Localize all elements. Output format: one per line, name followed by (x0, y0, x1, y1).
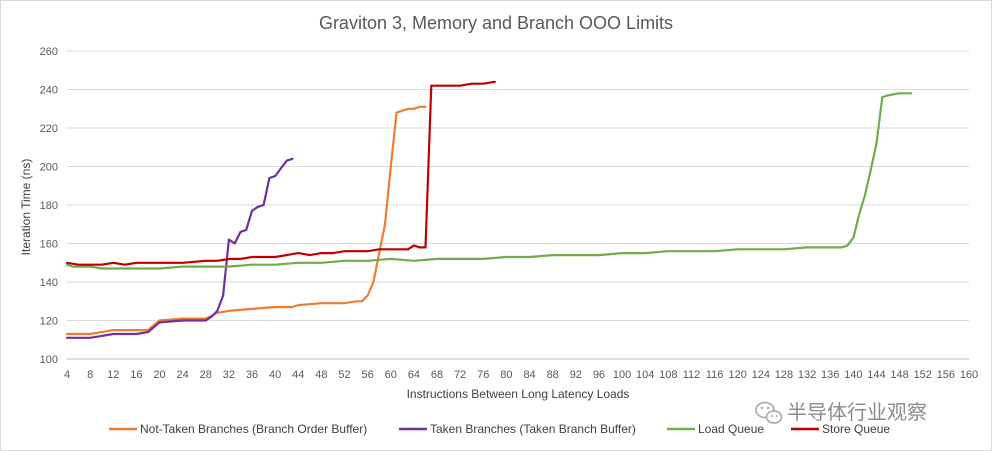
x-tick-label: 60 (385, 369, 397, 381)
x-tick-label: 40 (269, 369, 281, 381)
watermark-text: 半导体行业观察 (787, 400, 927, 424)
x-tick-label: 52 (338, 369, 350, 381)
x-tick-label: 64 (408, 369, 420, 381)
x-tick-label: 8 (87, 369, 93, 381)
x-tick-label: 116 (706, 369, 724, 381)
x-tick-label: 4 (64, 369, 70, 381)
y-tick-label: 160 (40, 239, 58, 251)
x-tick-label: 128 (775, 369, 793, 381)
x-tick-label: 16 (130, 369, 142, 381)
x-tick-label: 76 (477, 369, 489, 381)
x-tick-label: 136 (821, 369, 839, 381)
x-tick-label: 148 (890, 369, 908, 381)
x-tick-label: 72 (454, 369, 466, 381)
series-line (65, 80, 496, 266)
x-tick-label: 108 (659, 369, 677, 381)
y-tick-label: 240 (40, 85, 58, 97)
y-tick-label: 140 (40, 277, 58, 289)
series-line (65, 105, 427, 336)
series-line (65, 92, 913, 270)
x-tick-label: 44 (292, 369, 304, 381)
x-tick-label: 100 (613, 369, 631, 381)
x-tick-label: 104 (636, 369, 654, 381)
x-tick-label: 20 (153, 369, 165, 381)
legend-label: Not-Taken Branches (Branch Order Buffer) (140, 422, 367, 436)
x-tick-label: 68 (431, 369, 443, 381)
x-tick-label: 36 (246, 369, 258, 381)
legend: Not-Taken Branches (Branch Order Buffer)… (109, 422, 890, 436)
legend-label: Load Queue (698, 422, 764, 436)
y-axis-ticks: 100 120 140 160 180 200 220 240 260 (40, 46, 58, 366)
legend-label: Store Queue (822, 422, 890, 436)
x-tick-label: 88 (547, 369, 559, 381)
y-tick-label: 220 (40, 123, 58, 135)
x-axis-label: Instructions Between Long Latency Loads (407, 387, 630, 401)
y-tick-label: 120 (40, 316, 58, 328)
x-tick-label: 144 (867, 369, 885, 381)
y-tick-label: 260 (40, 46, 58, 58)
x-tick-label: 132 (798, 369, 816, 381)
chart-title: Graviton 3, Memory and Branch OOO Limits (319, 13, 673, 33)
x-tick-label: 156 (937, 369, 955, 381)
wechat-icon (755, 401, 783, 424)
x-tick-label: 92 (570, 369, 582, 381)
x-tick-label: 112 (683, 369, 701, 381)
x-tick-label: 32 (223, 369, 235, 381)
x-tick-label: 152 (914, 369, 932, 381)
x-tick-label: 96 (593, 369, 605, 381)
x-tick-label: 80 (500, 369, 512, 381)
y-axis-label: Iteration Time (ns) (19, 159, 33, 256)
x-tick-label: 56 (362, 369, 374, 381)
y-tick-label: 100 (40, 354, 58, 366)
watermark: 半导体行业观察 (755, 400, 927, 424)
x-tick-label: 140 (844, 369, 862, 381)
x-tick-label: 120 (729, 369, 747, 381)
x-axis-ticks: 4 8 12 16 20 24 28 32 36 40 44 48 52 56 60 64 68 72 76 80 84… (64, 369, 978, 381)
series-line (65, 157, 294, 339)
y-tick-label: 180 (40, 200, 58, 212)
x-tick-label: 48 (315, 369, 327, 381)
x-tick-label: 160 (960, 369, 978, 381)
y-tick-label: 200 (40, 162, 58, 174)
x-tick-label: 84 (523, 369, 535, 381)
x-tick-label: 124 (752, 369, 770, 381)
grid-lines (67, 50, 969, 360)
series-lines (65, 80, 913, 339)
legend-label: Taken Branches (Taken Branch Buffer) (430, 422, 636, 436)
x-tick-label: 28 (200, 369, 212, 381)
x-tick-label: 12 (107, 369, 119, 381)
x-tick-label: 24 (177, 369, 189, 381)
